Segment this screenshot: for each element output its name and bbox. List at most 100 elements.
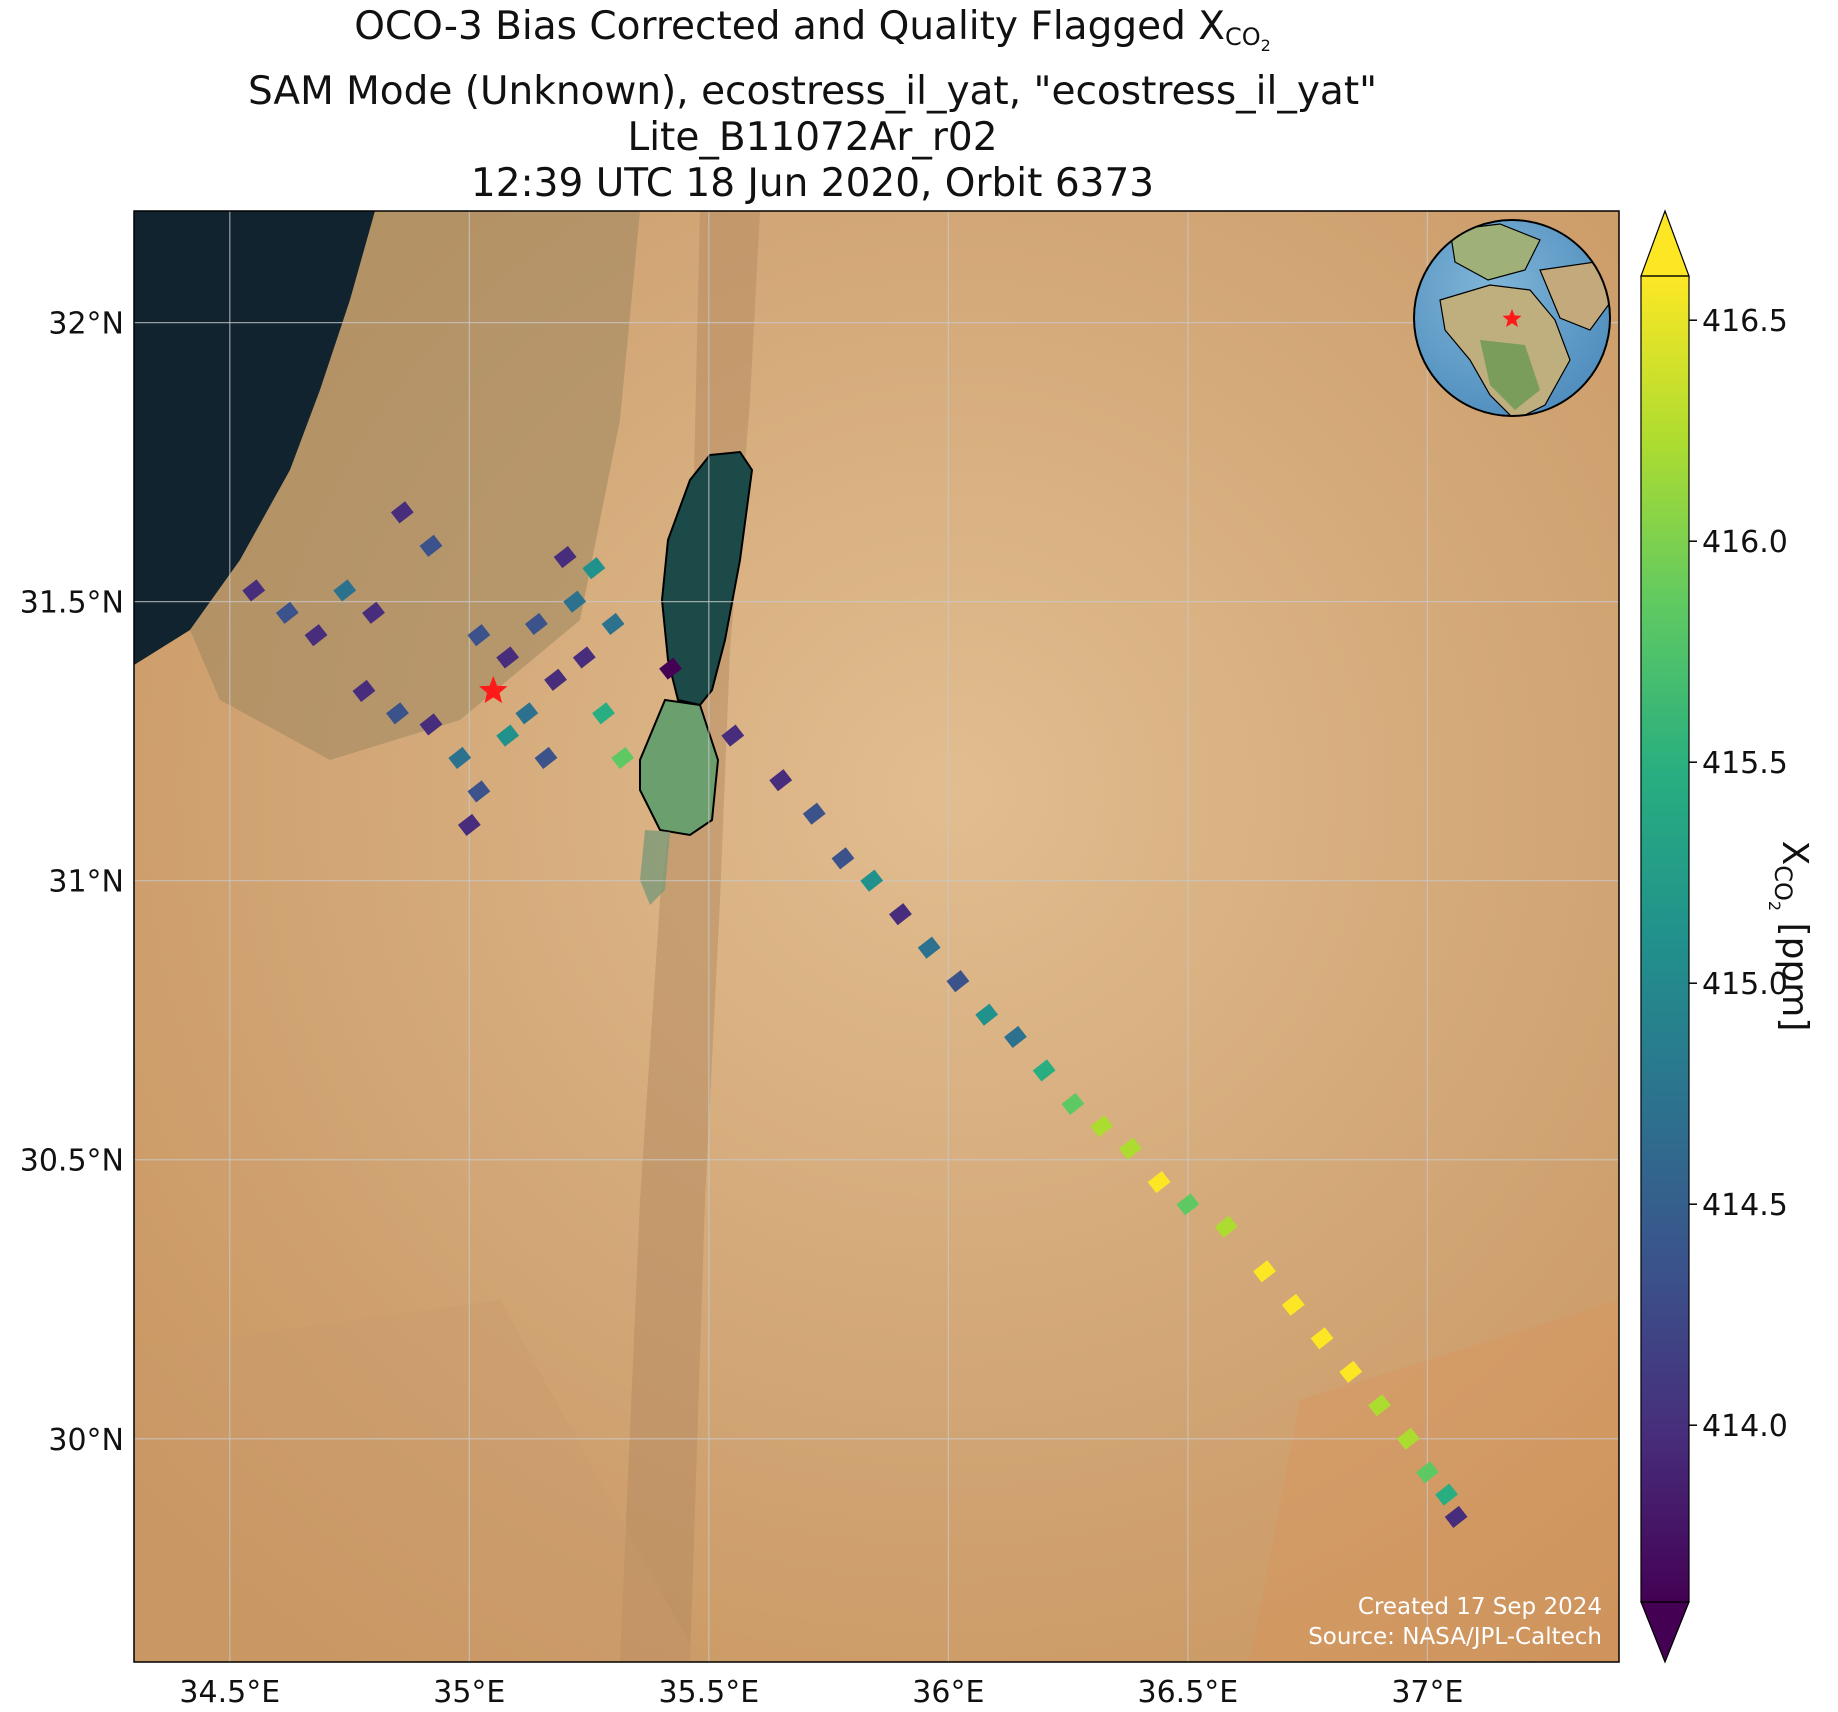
globe-land <box>1439 223 1610 416</box>
lat-tick-label: 31°N <box>48 865 124 900</box>
sounding-cell <box>242 579 266 602</box>
colorbar: 414.0 414.5 415.0 415.5 416.0 416.5 XCO2 [ppm… <box>1640 209 1815 1664</box>
sounding-cell <box>611 746 635 769</box>
colorbar-tick-label: 416.5 <box>1702 304 1788 339</box>
lat-tick-label: 31.5°N <box>20 586 124 621</box>
globe-outline <box>1413 219 1611 417</box>
sounding-cell <box>582 557 606 580</box>
sounding-cell <box>1396 1427 1420 1450</box>
lon-tick-label: 35.5°E <box>658 1675 759 1710</box>
sounding-cell <box>448 746 472 769</box>
colorbar-tick-label: 416.0 <box>1702 525 1788 560</box>
lon-tick-label: 37°E <box>1391 1675 1463 1710</box>
sounding-cell <box>467 780 491 803</box>
sounding-cell <box>802 802 826 825</box>
sounding-cell <box>496 724 520 747</box>
colorbar-frame <box>1640 275 1690 1603</box>
lat-tick-label: 30°N <box>48 1423 124 1458</box>
sounding-cell <box>386 702 409 725</box>
sounding-cell <box>419 713 443 736</box>
sounding-cell <box>592 702 615 725</box>
inset-globe <box>1413 219 1611 417</box>
sounding-cell <box>1444 1505 1468 1528</box>
sounding-cell <box>1004 1025 1027 1049</box>
sounding-cell <box>946 970 970 993</box>
sounding-cell <box>524 612 548 636</box>
sounding-cell <box>333 579 357 602</box>
sounding-cell <box>831 847 855 870</box>
credit-source: Source: NASA/JPL-Caltech <box>1308 1624 1602 1650</box>
longitude-labels: 34.5°E 35°E 35.5°E 36°E 36.5°E 37°E <box>179 1675 1463 1710</box>
sounding-cell <box>1090 1115 1114 1138</box>
mediterranean-sea <box>134 211 375 665</box>
sounding-cell <box>889 903 912 926</box>
lat-tick-label: 32°N <box>48 307 124 342</box>
latitude-labels: 32°N 31.5°N 31°N 30.5°N 30°N <box>20 307 124 1458</box>
lon-tick-label: 34.5°E <box>179 1675 280 1710</box>
sounding-cell <box>304 624 328 647</box>
lon-tick-label: 36°E <box>912 1675 984 1710</box>
southern-dunes <box>1250 1300 1619 1662</box>
sounding-cell <box>1368 1394 1391 1417</box>
sounding-cell <box>572 646 596 669</box>
title-line-3: Lite_B11072Ar_r02 <box>627 115 998 160</box>
sounding-cell <box>534 746 558 769</box>
target-star-icon <box>479 675 508 704</box>
title-line-1: OCO-3 Bias Corrected and Quality Flagged… <box>354 4 1271 55</box>
sounding-cell <box>917 936 941 959</box>
basemap <box>134 211 1619 1662</box>
sounding-cell <box>1176 1193 1200 1216</box>
sounding-cell <box>1281 1293 1305 1316</box>
colorbar-tick-label: 414.5 <box>1702 1188 1788 1223</box>
sounding-cell <box>553 545 577 569</box>
colorbar-extend-min <box>1640 1601 1690 1664</box>
sounding-cell <box>769 769 793 792</box>
sounding-cell <box>1415 1461 1439 1484</box>
sounding-cell <box>544 668 567 691</box>
sounding-cell <box>1061 1092 1085 1115</box>
colorbar-tick-label: 415.0 <box>1702 967 1788 1002</box>
graticule <box>134 211 1619 1662</box>
title-line-2: SAM Mode (Unknown), ecostress_il_yat, "e… <box>247 69 1378 114</box>
negev-highlands <box>134 1300 700 1662</box>
sounding-cell <box>352 679 376 703</box>
map-frame <box>133 210 1620 1663</box>
sounding-cell <box>1147 1170 1171 1194</box>
sounding-cell <box>563 590 587 613</box>
sounding-cell <box>1310 1327 1334 1350</box>
colorbar-gradient <box>1641 276 1689 1602</box>
lon-tick-label: 36.5°E <box>1137 1675 1238 1710</box>
xco2-soundings <box>242 501 1468 1528</box>
sounding-cell <box>601 612 625 636</box>
colorbar-tick-label: 414.0 <box>1702 1409 1788 1444</box>
sounding-cell <box>721 724 745 747</box>
lat-tick-label: 30.5°N <box>20 1144 124 1179</box>
sounding-cell <box>390 501 414 524</box>
sounding-cell <box>419 534 443 557</box>
evaporation-ponds <box>639 698 720 837</box>
globe-target-marker-icon <box>1502 309 1522 327</box>
lon-tick-label: 35°E <box>433 1675 505 1710</box>
plot-title: OCO-3 Bias Corrected and Quality Flagged… <box>0 4 1625 207</box>
sounding-cell <box>496 646 520 669</box>
sounding-cell <box>1032 1059 1056 1082</box>
sounding-cell <box>362 601 385 624</box>
sounding-cell <box>1253 1260 1276 1283</box>
sounding-cell <box>659 657 682 680</box>
sounding-cell <box>860 869 884 892</box>
sounding-cell <box>1339 1360 1363 1383</box>
sounding-cell <box>975 1003 999 1026</box>
sounding-cell <box>1435 1483 1458 1506</box>
colorbar-label: XCO2 [ppm] <box>1765 841 1815 1032</box>
credit-created: Created 17 Sep 2024 <box>1358 1594 1602 1620</box>
sounding-cell <box>275 601 299 624</box>
colorbar-extend-max <box>1640 209 1690 277</box>
colorbar-ticks: 414.0 414.5 415.0 415.5 416.0 416.5 <box>1689 304 1788 1444</box>
sounding-cell <box>1214 1215 1238 1238</box>
sounding-cell <box>457 813 481 836</box>
southern-ponds <box>640 830 670 905</box>
title-line-4: 12:39 UTC 18 Jun 2020, Orbit 6373 <box>470 161 1155 206</box>
sounding-cell <box>515 702 539 725</box>
colorbar-tick-label: 415.5 <box>1702 746 1788 781</box>
